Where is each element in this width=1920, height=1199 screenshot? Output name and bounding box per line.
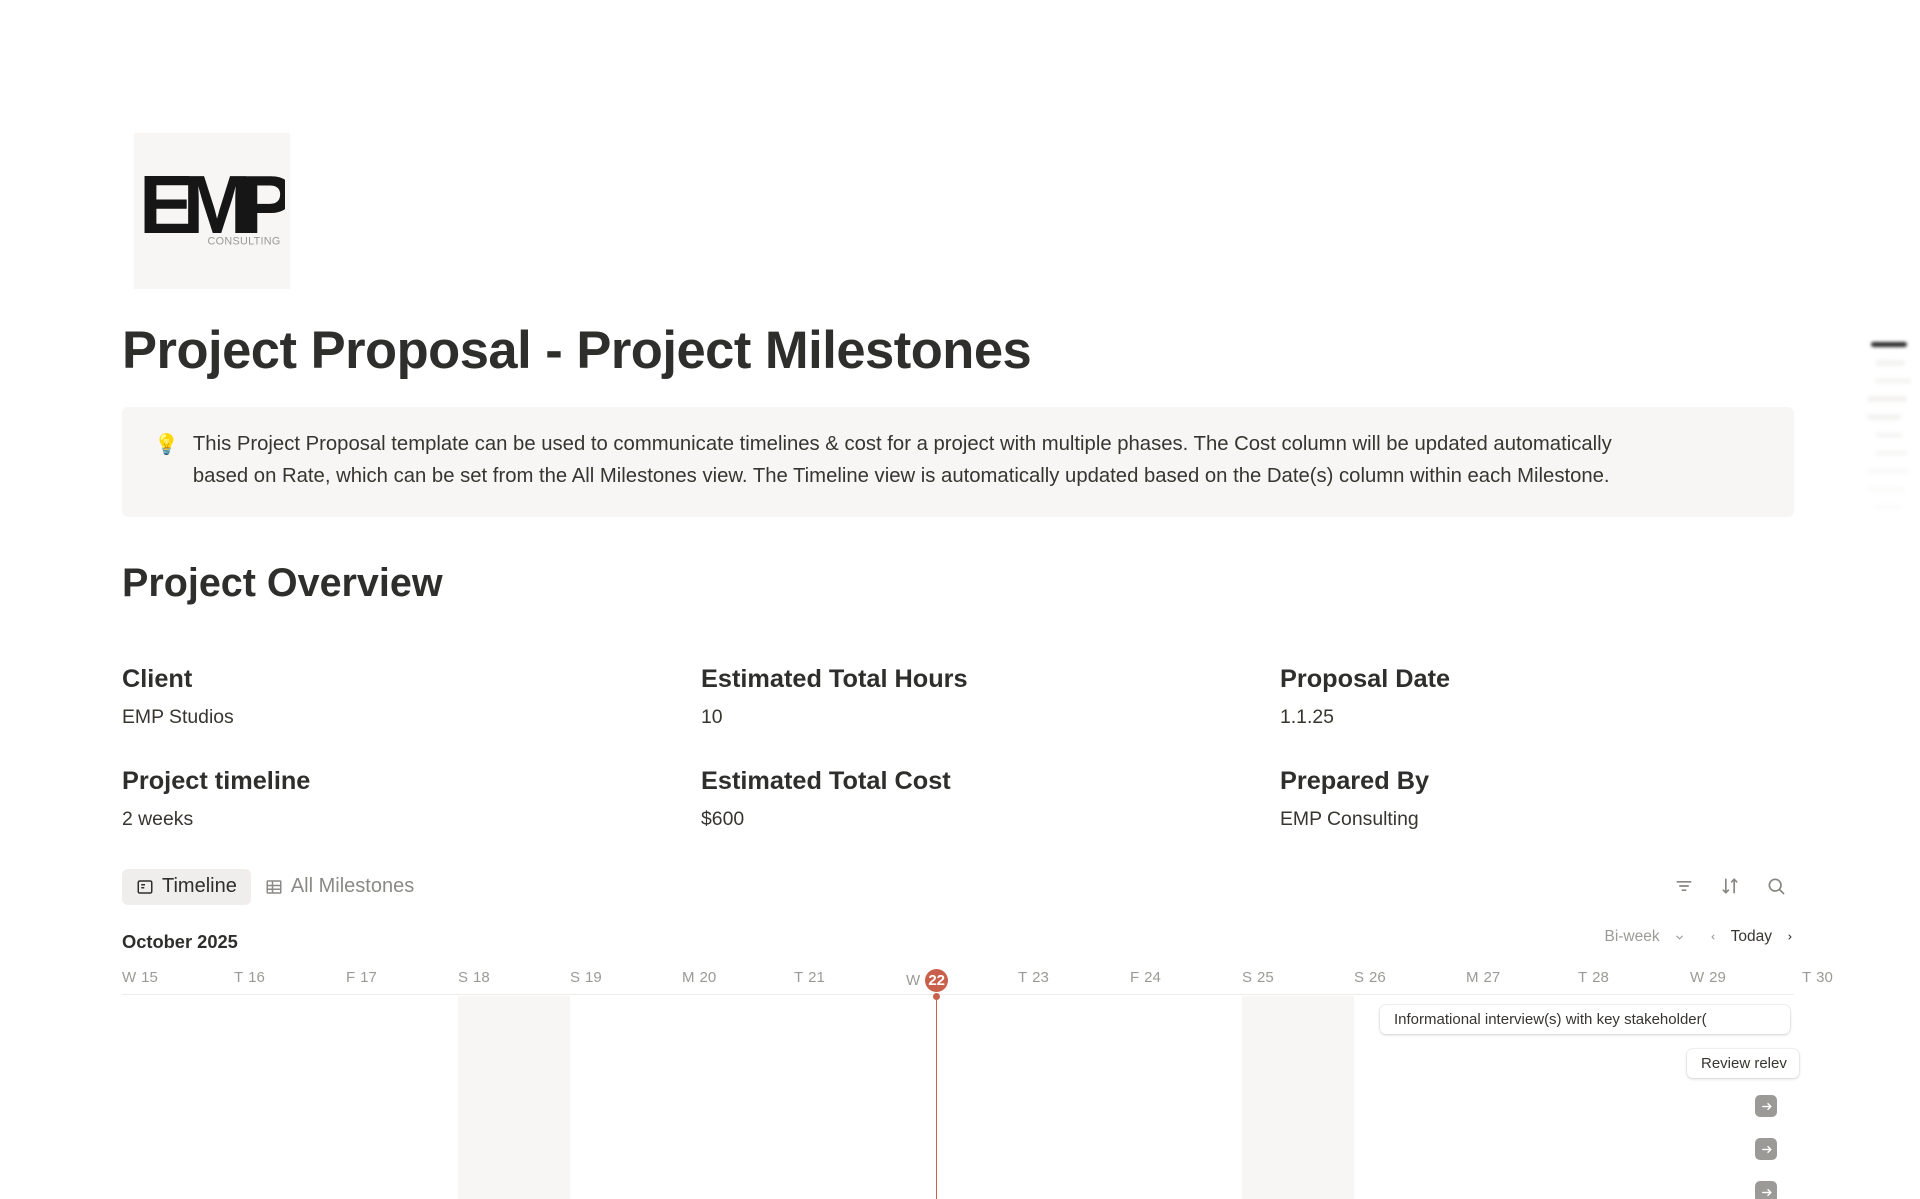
svg-text:CONSULTING: CONSULTING <box>208 236 281 248</box>
